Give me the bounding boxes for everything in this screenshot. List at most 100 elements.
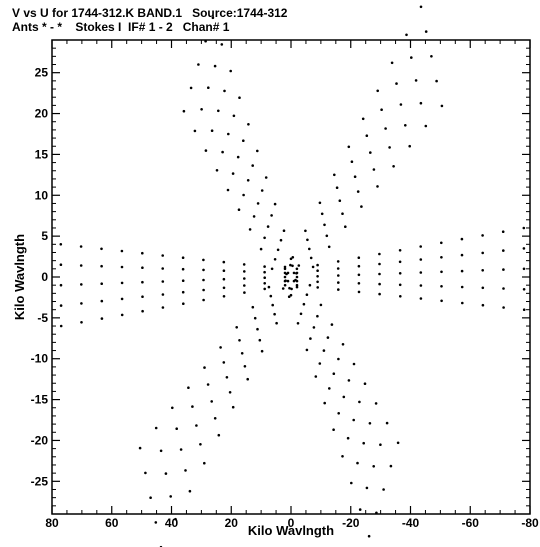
uv-point (404, 124, 407, 127)
uv-point (228, 391, 232, 394)
uv-point (193, 129, 197, 133)
uv-point (251, 305, 255, 309)
uv-point (141, 266, 144, 270)
uv-point (291, 264, 294, 268)
uv-point (243, 284, 246, 287)
uv-point (327, 245, 331, 249)
uv-point (353, 175, 357, 178)
uv-point (275, 321, 278, 325)
y-axis-label: Kilo Wavlngth (12, 234, 27, 320)
uv-point (522, 288, 526, 291)
uv-point (344, 225, 347, 228)
y-tick-label: -25 (31, 474, 49, 488)
uv-point (120, 313, 124, 317)
uv-point (295, 267, 299, 271)
uv-point (202, 258, 205, 262)
uv-point (323, 223, 326, 227)
uv-point (171, 406, 174, 410)
uv-point (312, 326, 316, 329)
uv-point (481, 269, 485, 272)
y-tick-label: 25 (35, 66, 49, 80)
uv-point (222, 286, 226, 290)
uv-point (319, 303, 323, 307)
uv-point (232, 114, 236, 118)
uv-point (217, 433, 221, 437)
uv-point (222, 295, 226, 298)
uv-point (440, 241, 443, 245)
uv-point (266, 225, 270, 228)
uv-point (374, 402, 378, 405)
uv-point (161, 267, 164, 270)
uv-point (242, 263, 246, 266)
uv-point (227, 132, 230, 136)
uv-point (378, 282, 381, 286)
uv-point (256, 327, 259, 331)
uv-point (338, 199, 342, 202)
uv-point (175, 427, 178, 431)
uv-point (398, 272, 402, 275)
uv-point (419, 284, 423, 287)
uv-point (164, 472, 168, 475)
uv-point (461, 301, 464, 305)
uv-point (161, 306, 165, 309)
uv-point (237, 208, 241, 211)
uv-point (405, 33, 408, 37)
uv-point (161, 280, 165, 283)
chart-subtitle: Ants * - * Stokes I IF# 1 - 2 Chan# 1 (12, 20, 230, 34)
uv-point (248, 228, 252, 231)
uv-point (440, 285, 443, 288)
x-axis-ticks: 80 60 40 20 0 -20 -40 -60 -80 (45, 40, 539, 530)
uv-point (138, 446, 142, 450)
uv-point (336, 267, 340, 270)
uv-point (79, 264, 83, 267)
uv-point (100, 247, 103, 251)
uv-point (270, 267, 274, 271)
uv-point (243, 270, 246, 273)
uv-point (182, 109, 186, 113)
uv-point (372, 168, 376, 171)
uv-point (367, 534, 371, 538)
uv-point (295, 279, 299, 283)
uv-point (502, 287, 505, 290)
uv-point (179, 448, 183, 451)
uv-point (502, 249, 505, 252)
uv-point (328, 387, 331, 390)
uv-point (296, 322, 300, 325)
uv-point (242, 193, 245, 197)
uv-point (276, 248, 280, 252)
uv-point (283, 267, 287, 271)
uv-point (289, 263, 292, 267)
uv-point (222, 269, 226, 273)
uv-point (188, 489, 192, 493)
uv-point (460, 269, 464, 273)
uv-point (222, 260, 226, 264)
uv-point (316, 314, 319, 318)
uv-point (59, 263, 63, 267)
uv-point (203, 366, 206, 369)
uv-point (100, 299, 104, 303)
uv-point (424, 124, 428, 128)
uv-point (80, 283, 83, 286)
uv-point (219, 346, 222, 349)
uv-point (235, 326, 238, 329)
uv-point (376, 89, 380, 93)
uv-point (159, 449, 163, 453)
y-tick-label: 15 (35, 147, 49, 161)
uv-point (365, 486, 369, 490)
uv-point (222, 277, 226, 281)
uv-point (253, 316, 257, 320)
uv-point (206, 383, 210, 386)
uv-point (207, 86, 210, 89)
uv-point (243, 277, 246, 280)
uv-point (189, 86, 193, 90)
uv-point (414, 79, 418, 82)
y-axis-ticks: -25 -20 -15 -10 -5 0 5 10 15 20 25 (31, 39, 530, 515)
uv-point (399, 295, 402, 298)
uv-point (356, 461, 359, 465)
uv-point (226, 188, 230, 192)
uv-point (282, 229, 286, 232)
uv-point (231, 172, 235, 175)
y-tick-label: 20 (35, 107, 49, 121)
uv-point (215, 169, 219, 172)
